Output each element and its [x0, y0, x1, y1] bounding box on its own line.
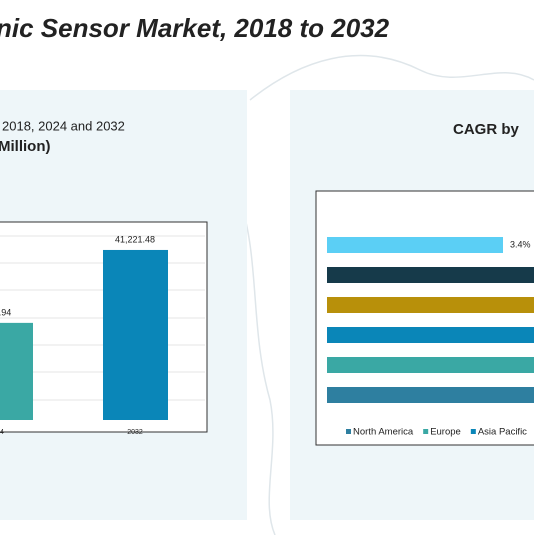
- bar: [0, 322, 33, 420]
- legend-swatch: [346, 429, 351, 434]
- bar: [327, 327, 534, 343]
- legend-label: Asia Pacific: [478, 427, 527, 438]
- title: nic Sensor Market, 2018 to 2032: [0, 13, 390, 43]
- bar: [103, 249, 168, 420]
- chart-subtitle: 2018, 2024 and 2032: [2, 118, 125, 133]
- data-label: 3.4%: [510, 239, 531, 249]
- bar: [327, 267, 534, 283]
- bar: [327, 387, 534, 403]
- grid: [0, 235, 205, 401]
- chart-title: CAGR by: [453, 121, 519, 138]
- x-tick-label: 2032: [127, 429, 143, 436]
- axis-label: Million): [0, 138, 51, 155]
- x-tick-label: 24: [0, 429, 4, 436]
- data-label: 44.94: [0, 307, 11, 317]
- bar: [327, 357, 534, 373]
- right-chart-frame: [315, 190, 534, 446]
- bar: [327, 237, 503, 253]
- legend-label: Europe: [430, 427, 461, 438]
- legend-swatch: [423, 429, 429, 434]
- legend-label: North America: [353, 427, 414, 438]
- legend-swatch: [470, 429, 476, 434]
- bar: [327, 297, 534, 313]
- data-label: 41,221.48: [115, 234, 155, 244]
